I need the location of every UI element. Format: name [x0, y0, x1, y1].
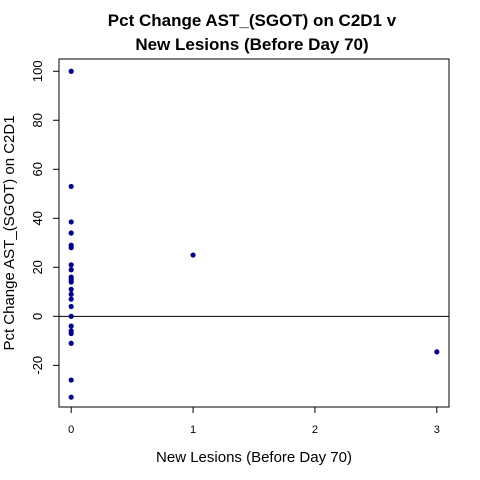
- data-point-0: [68, 68, 74, 74]
- data-point-14: [68, 303, 74, 310]
- data-point-15: [68, 313, 74, 319]
- y-tick-label-6: 100: [30, 60, 45, 82]
- data-point-18: [68, 330, 74, 337]
- x-tick-label-3: 3: [434, 424, 440, 436]
- x-tick-label-1: 1: [190, 424, 196, 436]
- data-point-7: [68, 267, 74, 273]
- data-point-21: [68, 394, 74, 400]
- chart-title-line-2: New Lesions (Before Day 70): [135, 35, 368, 54]
- data-point-1: [68, 183, 74, 190]
- x-tick-label-0: 0: [68, 424, 74, 436]
- plot-frame: [58, 58, 450, 408]
- data-point-11: [68, 286, 74, 292]
- data-point-23: [434, 349, 440, 355]
- data-point-10: [68, 279, 74, 285]
- data-point-16: [68, 323, 74, 329]
- y-tick-label-4: 60: [30, 162, 45, 176]
- data-point-2: [68, 219, 74, 225]
- y-tick-label-0: -20: [30, 356, 45, 375]
- y-tick-label-3: 40: [30, 211, 45, 225]
- data-point-20: [68, 377, 74, 383]
- y-axis-label: Pct Change AST_(SGOT) on C2D1: [1, 115, 18, 350]
- data-point-5: [68, 245, 74, 251]
- data-point-13: [68, 296, 74, 302]
- chart-title-line-1: Pct Change AST_(SGOT) on C2D1 v: [108, 11, 397, 30]
- data-point-12: [68, 291, 74, 297]
- data-point-19: [68, 340, 74, 346]
- y-tick-label-2: 20: [30, 260, 45, 274]
- data-point-6: [68, 262, 74, 268]
- y-tick-label-1: 0: [30, 313, 45, 320]
- x-tick-label-2: 2: [312, 424, 318, 436]
- y-tick-label-5: 80: [30, 113, 45, 127]
- data-point-22: [190, 252, 196, 258]
- data-points: [68, 68, 440, 400]
- x-axis: 0 1 2 3: [68, 407, 440, 436]
- data-point-3: [68, 230, 74, 236]
- x-axis-label: New Lesions (Before Day 70): [156, 449, 352, 466]
- y-axis: -20 0 20 40 60 80 100: [30, 60, 59, 375]
